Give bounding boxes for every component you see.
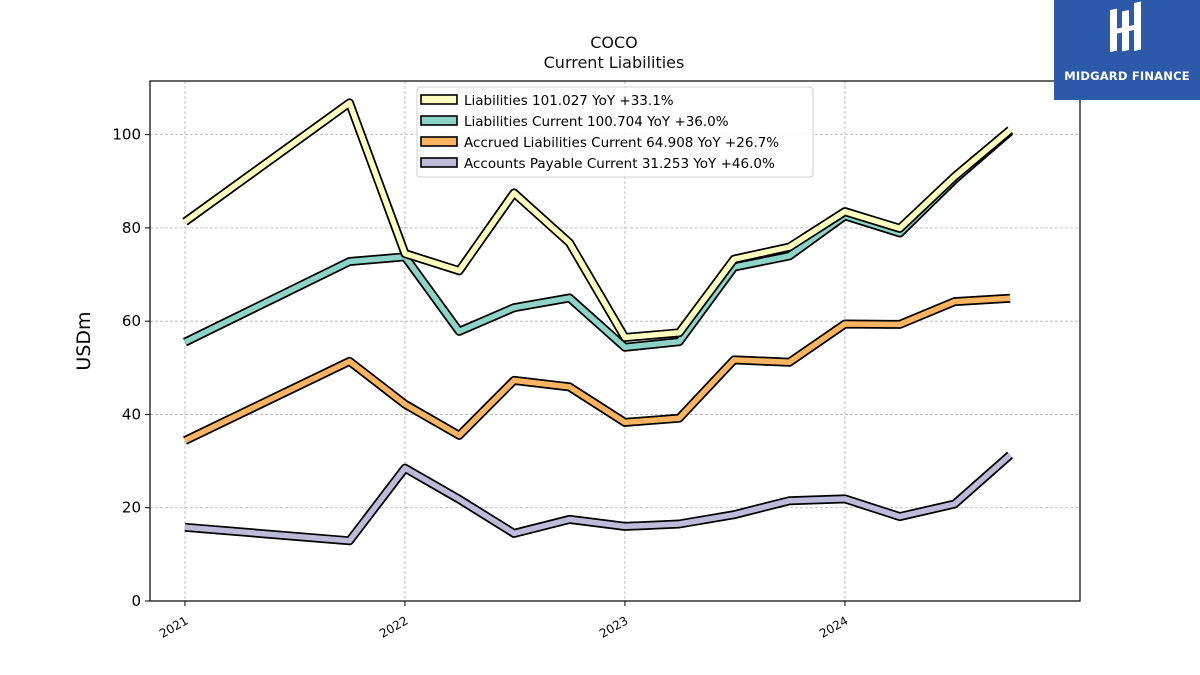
logo: MIDGARD FINANCE bbox=[1054, 0, 1200, 100]
x-tick-label: 2022 bbox=[377, 613, 410, 640]
y-tick-label: 40 bbox=[122, 405, 141, 423]
legend: Liabilities 101.027 YoY +33.1% Liabilitie… bbox=[416, 86, 814, 178]
logo-text: MIDGARD FINANCE bbox=[1064, 69, 1190, 83]
chart-title: COCO bbox=[590, 33, 638, 52]
legend-entry: Liabilities Current 100.704 YoY +36.0% bbox=[464, 114, 729, 130]
plot-frame bbox=[149, 80, 1081, 602]
x-tick-label: 2023 bbox=[597, 613, 630, 640]
series-line bbox=[183, 100, 1012, 341]
chart-subtitle: Current Liabilities bbox=[543, 53, 685, 72]
series-liabilities bbox=[182, 98, 1013, 342]
series-line bbox=[184, 452, 1012, 544]
legend-box bbox=[416, 86, 814, 178]
y-tick-label: 60 bbox=[122, 312, 141, 330]
legend-entry: Accounts Payable Current 31.253 YoY +46.… bbox=[464, 156, 775, 172]
y-tick-label: 0 bbox=[131, 592, 141, 610]
legend-swatch bbox=[420, 94, 458, 105]
x-tick-label: 2021 bbox=[157, 613, 190, 640]
midgard-logo-icon bbox=[1110, 1, 1141, 53]
y-tick-label: 100 bbox=[112, 126, 141, 144]
legend-entry: Accrued Liabilities Current 64.908 YoY +… bbox=[464, 135, 779, 151]
series-accrued-liabilities-current bbox=[183, 293, 1011, 445]
y-axis-label: USDm bbox=[73, 311, 95, 370]
legend-swatch bbox=[420, 115, 458, 126]
series-accounts-payable-current bbox=[184, 451, 1014, 546]
y-tick-label: 80 bbox=[122, 219, 141, 237]
series-outline bbox=[184, 451, 1014, 546]
series-line bbox=[183, 295, 1011, 444]
legend-entry: Liabilities 101.027 YoY +33.1% bbox=[464, 93, 674, 109]
legend-swatch bbox=[420, 136, 458, 147]
y-tick-label: 20 bbox=[122, 499, 141, 517]
legend-swatch bbox=[420, 157, 458, 168]
x-tick-label: 2024 bbox=[817, 613, 850, 640]
